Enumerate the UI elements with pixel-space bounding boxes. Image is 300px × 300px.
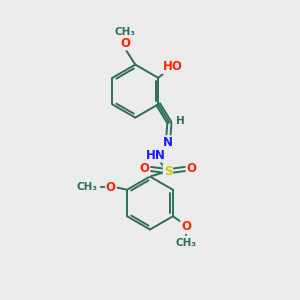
Text: CH₃: CH₃ <box>176 238 197 248</box>
Text: HN: HN <box>146 148 166 161</box>
Text: O: O <box>140 162 149 175</box>
Text: N: N <box>163 136 173 149</box>
Text: CH₃: CH₃ <box>115 27 136 37</box>
Text: O: O <box>120 37 130 50</box>
Text: H: H <box>176 116 184 126</box>
Text: CH₃: CH₃ <box>76 182 98 192</box>
Text: O: O <box>181 220 191 233</box>
Text: O: O <box>106 181 116 194</box>
Text: O: O <box>187 162 196 175</box>
Text: HO: HO <box>163 60 183 73</box>
Text: S: S <box>164 165 172 178</box>
